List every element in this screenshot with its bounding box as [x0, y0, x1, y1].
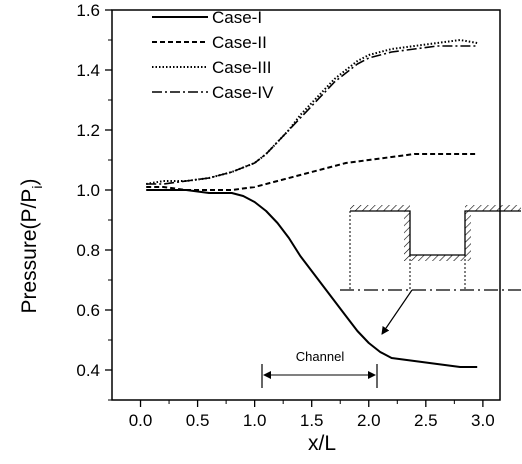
y-axis-label-close: ): [18, 179, 41, 186]
pointer-arrow: [381, 289, 413, 335]
series-layer: [146, 39, 478, 368]
cavity-hatch-bottom: [410, 255, 465, 261]
x-tick-label: 1.5: [300, 411, 324, 430]
y-axis-label: Pressure(P/Pi): [18, 179, 45, 314]
series-line-case-ii: [146, 153, 478, 191]
x-tick-label: 3.0: [471, 411, 495, 430]
series-line-case-iv: [146, 45, 478, 185]
legend-label-case-iii: Case-III: [212, 58, 272, 77]
cavity-hatch-right: [465, 211, 471, 261]
wall-hatch-right: [465, 205, 521, 211]
axes: [111, 9, 501, 401]
series-line-case-i: [146, 189, 478, 368]
y-tick-label: 0.6: [76, 301, 100, 320]
x-tick-label: 2.0: [357, 411, 381, 430]
channel-schematic: [340, 205, 521, 335]
channel-label: Channel: [296, 349, 345, 364]
x-tick-label: 0.0: [129, 411, 153, 430]
y-tick-label: 1.4: [76, 61, 100, 80]
y-tick-label: 1.6: [76, 1, 100, 20]
y-axis-label-main: Pressure(P/P: [18, 189, 41, 314]
plot-frame: [111, 9, 501, 401]
legend-label-case-iv: Case-IV: [212, 83, 274, 102]
x-tick-label: 0.5: [186, 411, 210, 430]
y-axis-label-group: Pressure(P/Pi): [18, 179, 45, 314]
cavity-hatch-left: [404, 211, 410, 261]
ticks: 0.0 0.5 1.0 1.5 2.0 2.5 3.0 0.4 0.6 0.8 1.0 1.2 1.4 1…: [76, 1, 494, 430]
channel-annotation: Channel: [261, 349, 378, 388]
wall-hatch-left: [350, 205, 410, 211]
x-axis-label: x/L: [308, 432, 336, 455]
y-tick-label: 1.2: [76, 121, 100, 140]
y-tick-label: 0.4: [76, 361, 100, 380]
legend-label-case-i: Case-I: [212, 8, 262, 27]
channel-wall: [350, 210, 521, 256]
y-tick-label: 1.0: [76, 181, 100, 200]
x-tick-label: 1.0: [243, 411, 267, 430]
legend-label-case-ii: Case-II: [212, 33, 267, 52]
y-axis-label-subscript: i: [29, 186, 45, 189]
y-tick-label: 0.8: [76, 241, 100, 260]
series-line-case-iii: [146, 39, 478, 185]
legend: Case-I Case-II Case-III Case-IV: [152, 8, 274, 102]
x-tick-label: 2.5: [414, 411, 438, 430]
